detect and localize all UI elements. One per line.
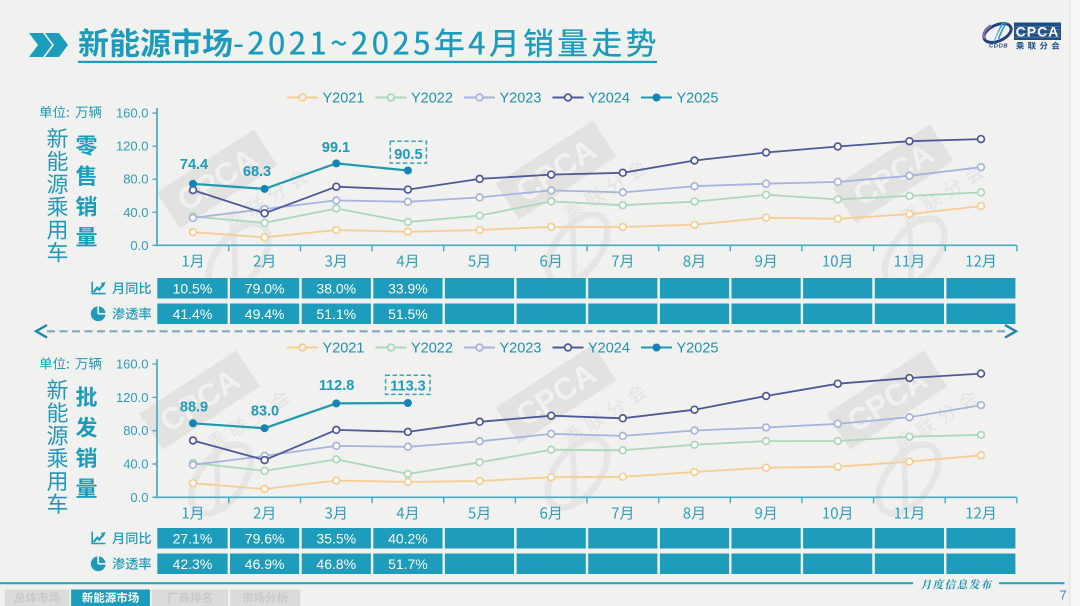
svg-text:Y2024: Y2024 xyxy=(588,91,630,107)
svg-text:7: 7 xyxy=(1060,587,1067,602)
svg-text:27.1%: 27.1% xyxy=(173,530,213,546)
svg-text:35.5%: 35.5% xyxy=(316,530,356,546)
svg-text:38.0%: 38.0% xyxy=(316,280,356,296)
svg-text:74.4: 74.4 xyxy=(180,157,208,173)
svg-text:0.0: 0.0 xyxy=(130,238,148,253)
svg-text:113.3: 113.3 xyxy=(390,378,426,394)
svg-text:120.0: 120.0 xyxy=(116,139,149,154)
svg-text:80.0: 80.0 xyxy=(123,172,148,187)
svg-text:120.0: 120.0 xyxy=(116,390,149,405)
svg-text:40.0: 40.0 xyxy=(123,457,148,472)
svg-text:Y2021: Y2021 xyxy=(323,91,365,107)
svg-text:79.0%: 79.0% xyxy=(245,280,285,296)
svg-text:0.0: 0.0 xyxy=(130,490,148,505)
svg-text:Y2022: Y2022 xyxy=(411,341,453,357)
svg-text:46.9%: 46.9% xyxy=(245,556,285,572)
svg-text:Y2023: Y2023 xyxy=(500,341,542,357)
svg-text:10.5%: 10.5% xyxy=(173,280,213,296)
svg-text:112.8: 112.8 xyxy=(319,378,355,394)
svg-text:80.0: 80.0 xyxy=(123,423,148,438)
svg-text:49.4%: 49.4% xyxy=(245,306,285,322)
svg-text:Y2023: Y2023 xyxy=(500,91,542,107)
svg-text:Y2024: Y2024 xyxy=(588,341,630,357)
svg-text:42.3%: 42.3% xyxy=(173,556,213,572)
svg-text:68.3: 68.3 xyxy=(243,164,271,180)
svg-text:83.0: 83.0 xyxy=(251,404,279,420)
svg-text:Y2025: Y2025 xyxy=(677,91,719,107)
svg-text:46.8%: 46.8% xyxy=(316,556,356,572)
svg-text:Y2025: Y2025 xyxy=(677,341,719,357)
svg-text:99.1: 99.1 xyxy=(322,140,350,156)
svg-text:41.4%: 41.4% xyxy=(173,306,213,322)
svg-text:51.1%: 51.1% xyxy=(316,306,356,322)
svg-text:33.9%: 33.9% xyxy=(388,280,428,296)
svg-text:CPCA: CPCA xyxy=(1016,24,1060,40)
svg-text:Y2022: Y2022 xyxy=(411,91,453,107)
svg-text:40.2%: 40.2% xyxy=(388,530,428,546)
svg-text:160.0: 160.0 xyxy=(116,106,149,121)
svg-text:160.0: 160.0 xyxy=(116,357,149,372)
svg-text:51.5%: 51.5% xyxy=(388,306,428,322)
svg-text:51.7%: 51.7% xyxy=(388,556,428,572)
svg-text:88.9: 88.9 xyxy=(180,400,208,416)
svg-text:40.0: 40.0 xyxy=(123,205,148,220)
svg-text:Y2021: Y2021 xyxy=(323,341,365,357)
svg-text:CDDB: CDDB xyxy=(989,44,1008,50)
svg-text:79.6%: 79.6% xyxy=(245,530,285,546)
svg-text:90.5: 90.5 xyxy=(394,147,422,163)
